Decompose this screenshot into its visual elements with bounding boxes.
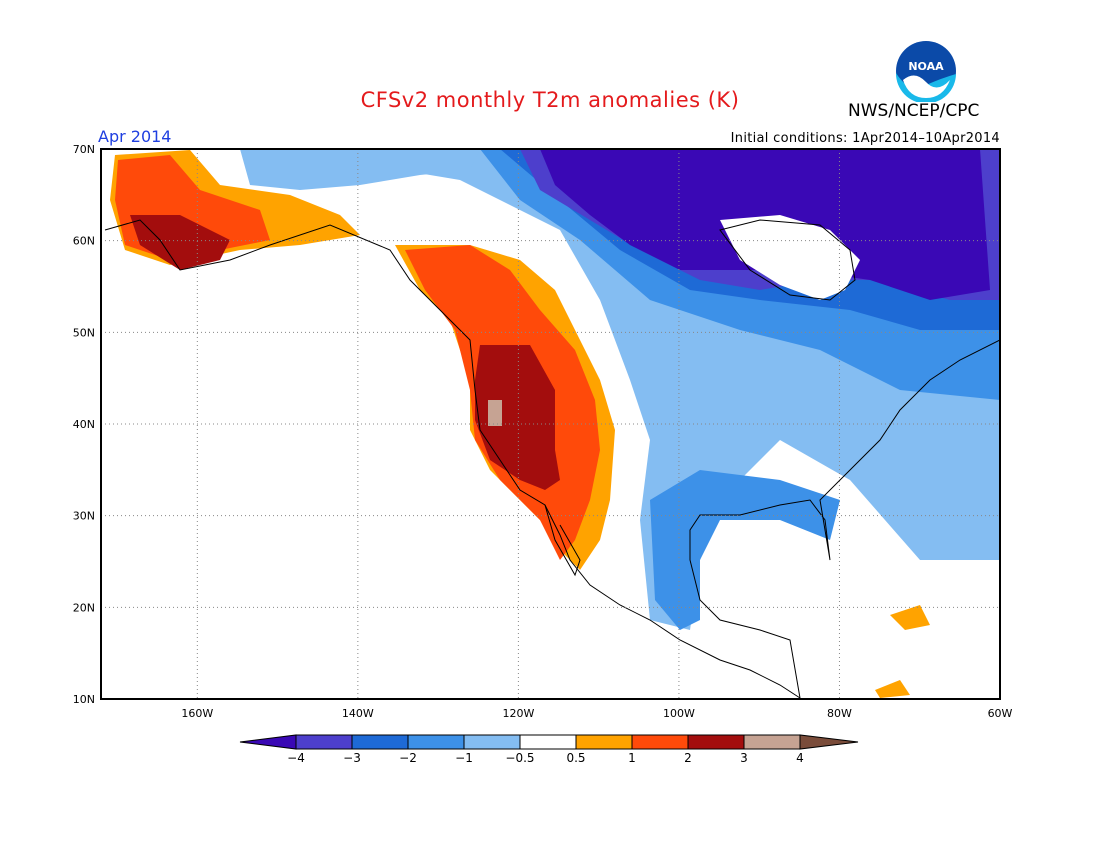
arctic-light-cold: [240, 149, 480, 190]
lat-tick-label: 50N: [73, 326, 95, 339]
hudson-bay-coastline: [719, 219, 856, 301]
lon-tick-label: 140W: [342, 707, 374, 720]
lat-tick-label: 60N: [73, 235, 95, 248]
gulf-coastline: [689, 339, 1000, 699]
caribbean-warm-2: [875, 680, 910, 698]
agency-label: NWS/NCEP/CPC: [848, 101, 980, 121]
initial-conditions-label: Initial conditions: 1Apr2014–10Apr2014: [730, 131, 1000, 146]
caribbean-warm-1: [890, 605, 930, 630]
lat-tick-label: 20N: [73, 601, 95, 614]
lat-tick-label: 40N: [73, 418, 95, 431]
noaa-logo: NOAA: [895, 41, 956, 102]
coastlines: [104, 219, 1000, 699]
lat-tick-label: 10N: [73, 693, 95, 706]
lat-tick-label: 30N: [73, 510, 95, 523]
baja-coastline: [544, 504, 581, 577]
lon-tick-label: 100W: [663, 707, 695, 720]
lon-tick-label: 80W: [827, 707, 852, 720]
west-warm-extreme: [488, 400, 502, 426]
longitude-labels: 160W 140W 120W 100W 80W 60W: [181, 707, 1012, 720]
hudson-bay-blank: [720, 215, 860, 300]
latitude-labels: 10N 20N 30N 40N 50N 60N 70N: [73, 143, 95, 706]
alaska-warm-strong: [130, 215, 230, 270]
lon-tick-label: 60W: [988, 707, 1013, 720]
lon-tick-label: 120W: [502, 707, 534, 720]
period-label: Apr 2014: [98, 127, 172, 146]
north-america-coastline: [104, 219, 801, 699]
anomaly-field: [110, 149, 1000, 698]
map-frame: [100, 148, 1001, 700]
logo-text: NOAA: [908, 60, 944, 73]
chart-title: CFSv2 monthly T2m anomalies (K): [360, 88, 740, 112]
lon-tick-label: 160W: [181, 707, 213, 720]
lat-tick-label: 70N: [73, 143, 95, 156]
